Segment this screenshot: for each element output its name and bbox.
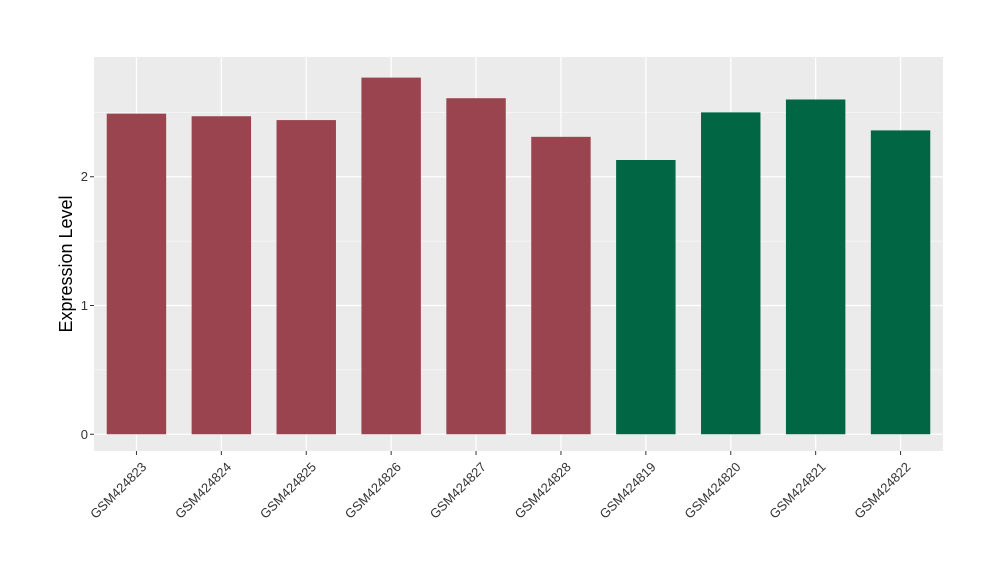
bars (106, 77, 931, 435)
bar-GSM424827 (446, 98, 506, 435)
bar-GSM424823 (106, 113, 167, 435)
y-tick-label: 0 (81, 427, 88, 442)
y-tick-label: 1 (81, 298, 88, 313)
bar-GSM424824 (191, 116, 252, 435)
bar-GSM424819 (616, 160, 676, 435)
bar-GSM424828 (531, 136, 591, 435)
x-axis: GSM424823 GSM424824 GSM424825 GSM424826 GSM4… (87, 451, 913, 522)
bar-GSM424822 (870, 130, 931, 435)
x-tick-label: GSM424827 (427, 459, 489, 521)
bar-GSM424825 (276, 120, 336, 435)
x-tick-label: GSM424826 (342, 459, 404, 521)
y-axis-title: Expression Level (56, 195, 76, 332)
x-tick-label: GSM424819 (597, 459, 659, 521)
x-tick-label: GSM424820 (681, 459, 743, 521)
y-tick-label: 2 (81, 169, 88, 184)
x-tick-label: GSM424824 (172, 459, 234, 521)
x-tick-label: GSM424821 (766, 459, 828, 521)
bar-GSM424820 (701, 112, 761, 435)
y-axis: 0 1 2 (81, 169, 94, 442)
x-tick-label: GSM424822 (851, 459, 913, 521)
x-tick-label: GSM424828 (512, 459, 574, 521)
x-tick-label: GSM424825 (257, 459, 319, 521)
bar-GSM424821 (785, 99, 846, 435)
x-tick-label: GSM424823 (87, 459, 149, 521)
bar-GSM424826 (361, 77, 421, 435)
